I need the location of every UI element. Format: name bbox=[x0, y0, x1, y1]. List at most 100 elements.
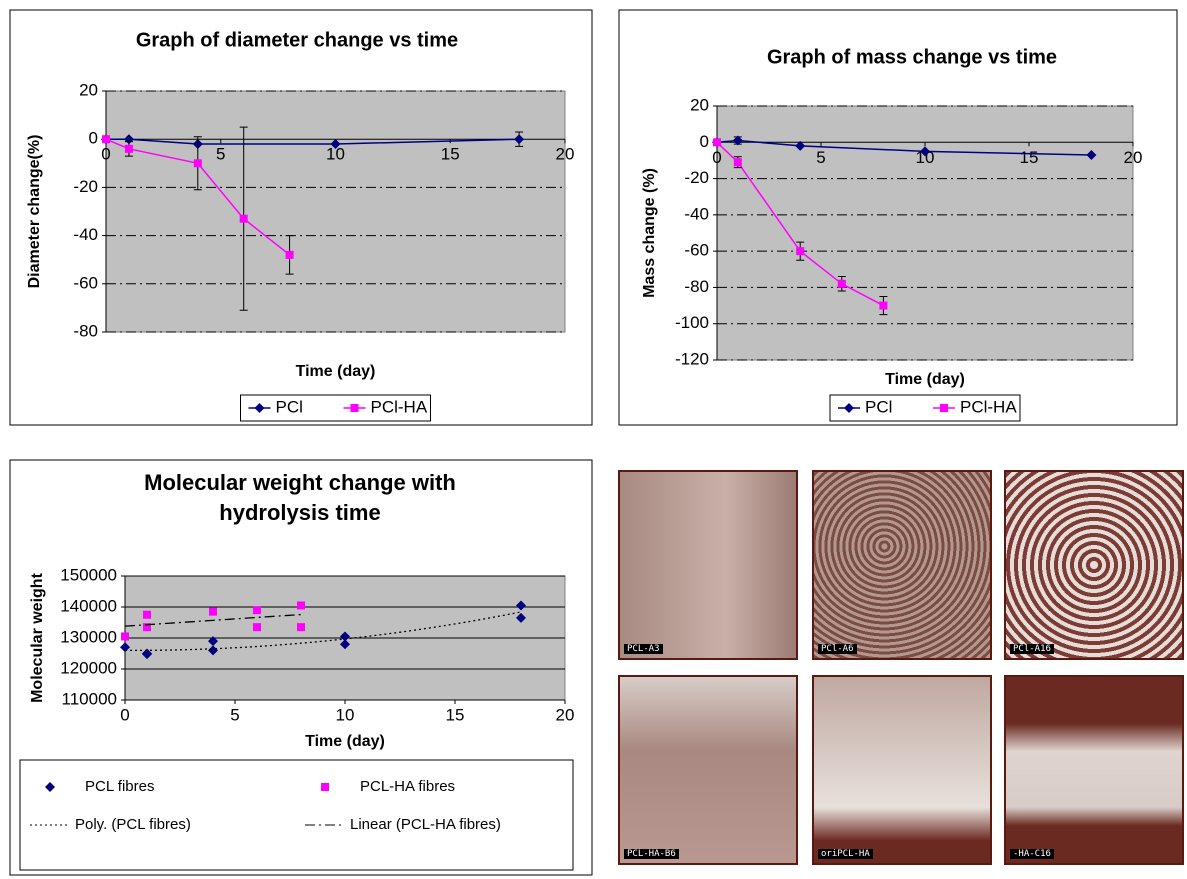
legend bbox=[240, 394, 431, 422]
sem-image: PCL-HA-B6 bbox=[618, 675, 798, 865]
x-axis-label: Time (day) bbox=[296, 363, 376, 380]
image-label: PCl-A6 bbox=[818, 644, 857, 654]
legend-label: Poly. (PCL fibres) bbox=[75, 816, 191, 833]
marker bbox=[796, 247, 805, 256]
x-tick-label: 20 bbox=[1124, 148, 1143, 167]
legend-label: PCL-HA fibres bbox=[360, 778, 455, 795]
marker bbox=[340, 631, 350, 642]
marker bbox=[732, 135, 743, 146]
x-tick-label: 0 bbox=[101, 145, 110, 164]
chart-title: Molecular weight change with hydrolysis … bbox=[144, 470, 456, 525]
marker bbox=[879, 301, 888, 310]
marker bbox=[193, 159, 202, 168]
image-label: PCL-A3 bbox=[624, 644, 663, 654]
y-tick-label: -40 bbox=[684, 204, 709, 223]
sem-image: PCL-A3 bbox=[618, 470, 798, 660]
legend bbox=[19, 759, 574, 871]
y-tick-label: -60 bbox=[73, 273, 98, 292]
y-tick-label: -20 bbox=[684, 168, 709, 187]
marker bbox=[45, 782, 55, 792]
marker bbox=[143, 623, 151, 632]
image-label: -HA-C16 bbox=[1010, 849, 1054, 859]
marker bbox=[253, 606, 261, 615]
marker bbox=[208, 645, 218, 656]
sem-image: PCl-A6 bbox=[812, 470, 992, 660]
y-tick-label: -40 bbox=[73, 225, 98, 244]
y-tick-label: 0 bbox=[89, 129, 98, 148]
x-tick-label: 20 bbox=[556, 705, 575, 724]
legend-label: Linear (PCL-HA fibres) bbox=[350, 816, 501, 833]
x-tick-label: 5 bbox=[230, 705, 239, 724]
sem-image: PCl-A16 bbox=[1004, 470, 1184, 660]
x-tick-label: 10 bbox=[916, 148, 935, 167]
image-label: PCl-A16 bbox=[1010, 644, 1054, 654]
marker bbox=[940, 404, 948, 412]
y-axis-label: Diameter change(%) bbox=[26, 135, 43, 289]
y-axis-label: Molecular weight bbox=[29, 572, 46, 702]
image-label: oriPCL-HA bbox=[818, 849, 873, 859]
y-tick-label: -80 bbox=[73, 321, 98, 340]
x-tick-label: 15 bbox=[441, 145, 460, 164]
marker bbox=[297, 623, 305, 632]
marker bbox=[254, 403, 265, 413]
chart-title: Graph of mass change vs time bbox=[767, 46, 1057, 68]
legend-label: PCL fibres bbox=[85, 778, 154, 795]
marker bbox=[514, 134, 525, 145]
x-axis-label: Time (day) bbox=[885, 371, 965, 388]
marker bbox=[340, 639, 350, 650]
y-axis-label: Mass change (%) bbox=[641, 168, 658, 298]
legend-label: PCl-HA bbox=[371, 397, 428, 416]
y-tick-label: 0 bbox=[700, 132, 709, 151]
y-tick-label: 20 bbox=[690, 95, 709, 114]
y-tick-label: -80 bbox=[684, 277, 709, 296]
marker bbox=[516, 600, 526, 611]
y-tick-label: 130000 bbox=[60, 627, 117, 646]
legend-label: PCl bbox=[865, 397, 892, 416]
marker bbox=[297, 601, 305, 610]
marker bbox=[844, 403, 854, 413]
marker bbox=[143, 610, 151, 619]
marker bbox=[208, 636, 218, 647]
marker bbox=[920, 146, 930, 157]
x-tick-label: 5 bbox=[216, 145, 225, 164]
marker bbox=[350, 404, 359, 412]
legend-label: PCl-HA bbox=[960, 397, 1017, 416]
sem-image: oriPCL-HA bbox=[812, 675, 992, 865]
marker bbox=[253, 623, 261, 632]
y-tick-label: 140000 bbox=[60, 596, 117, 615]
x-axis-label: Time (day) bbox=[305, 733, 385, 750]
marker bbox=[239, 214, 248, 223]
marker bbox=[795, 140, 806, 151]
y-tick-label: 20 bbox=[79, 80, 98, 99]
y-tick-label: -100 bbox=[675, 313, 709, 332]
marker bbox=[1086, 149, 1097, 160]
x-tick-label: 10 bbox=[326, 145, 345, 164]
marker bbox=[516, 612, 526, 623]
trendline bbox=[124, 613, 302, 627]
marker bbox=[120, 642, 130, 653]
y-tick-label: 150000 bbox=[60, 565, 117, 584]
x-tick-label: 20 bbox=[556, 145, 575, 164]
chart-title: Graph of diameter change vs time bbox=[136, 29, 458, 51]
x-tick-label: 0 bbox=[712, 148, 721, 167]
y-tick-label: -120 bbox=[675, 349, 709, 368]
y-tick-label: -60 bbox=[684, 241, 709, 260]
marker bbox=[321, 783, 329, 791]
marker bbox=[124, 144, 133, 153]
image-label: PCL-HA-B6 bbox=[624, 849, 679, 859]
marker bbox=[142, 649, 152, 660]
legend bbox=[829, 394, 1021, 422]
marker bbox=[330, 139, 341, 150]
marker bbox=[121, 632, 129, 641]
x-tick-label: 15 bbox=[1020, 148, 1039, 167]
marker bbox=[837, 279, 846, 288]
marker bbox=[733, 158, 742, 167]
marker bbox=[102, 135, 110, 144]
x-tick-label: 0 bbox=[120, 705, 129, 724]
x-tick-label: 5 bbox=[816, 148, 825, 167]
y-tick-label: 110000 bbox=[62, 689, 117, 708]
marker bbox=[209, 607, 217, 616]
marker bbox=[713, 138, 721, 147]
